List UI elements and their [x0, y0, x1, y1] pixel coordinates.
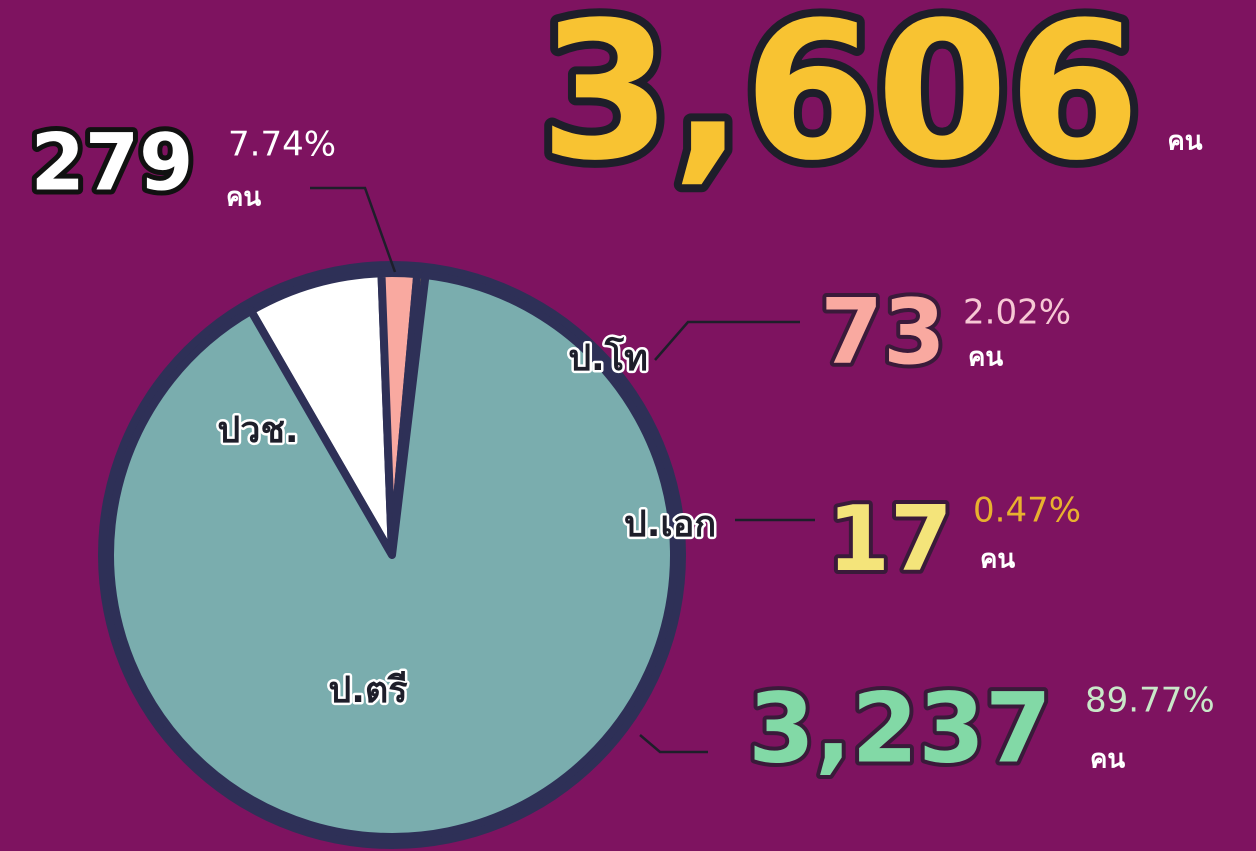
unit: คน	[968, 343, 1003, 373]
pie	[98, 261, 686, 849]
pie-slice	[106, 271, 678, 841]
leader-line	[654, 320, 800, 361]
value-label: 279	[31, 118, 194, 208]
unit: คน	[1090, 745, 1125, 775]
slice-label: ปวช.	[217, 410, 298, 451]
unit: คน	[980, 545, 1015, 575]
value-label: 73	[820, 280, 945, 385]
slice-label: ป.เอก	[624, 504, 716, 545]
slice-label: ป.ตรี	[328, 670, 408, 711]
unit: คน	[1167, 127, 1202, 157]
percent-label: 89.77%	[1085, 681, 1215, 721]
leader-line	[639, 734, 708, 754]
value-label: 3,237	[748, 672, 1052, 784]
slice-label: ป.โท	[568, 336, 648, 379]
leader-line	[310, 186, 397, 273]
percent-label: 0.47%	[973, 491, 1081, 531]
total: 3,606	[540, 0, 1141, 202]
percent-label: 2.02%	[963, 293, 1071, 333]
unit: คน	[226, 183, 261, 213]
percent-label: 7.74%	[228, 125, 336, 165]
pie-slice	[247, 269, 396, 559]
value-label: 17	[827, 487, 952, 592]
